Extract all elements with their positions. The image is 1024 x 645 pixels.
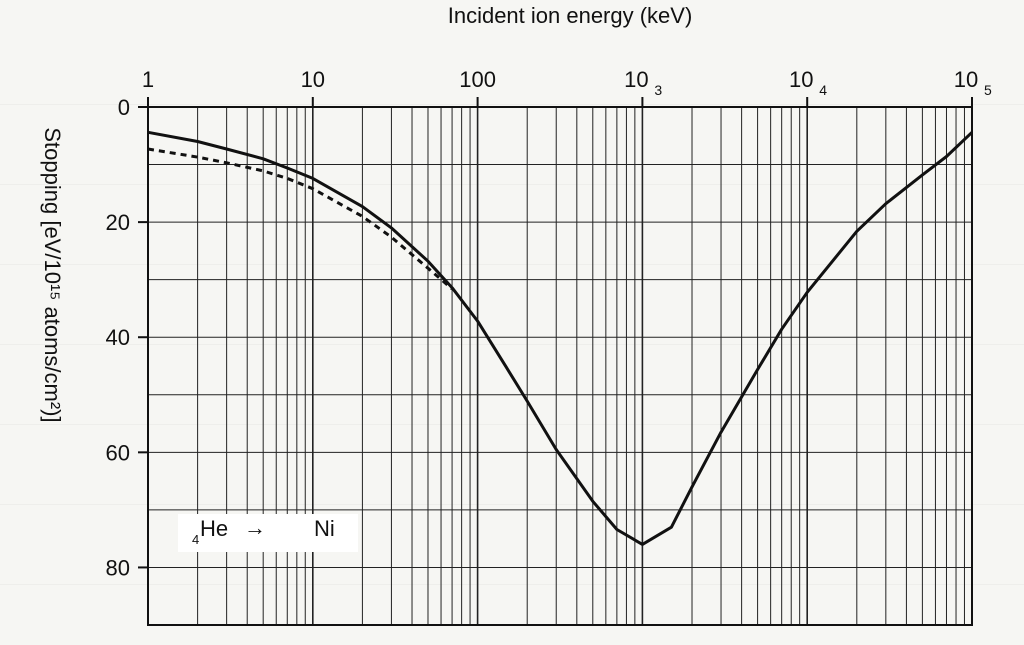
dashed-stopping-curve (147, 147, 454, 291)
y-tick-label: 80 (106, 555, 130, 580)
x-tick-label-text: 10 (789, 67, 813, 92)
y-tick-label: 60 (106, 440, 130, 465)
x-tick-label-exponent: 5 (984, 82, 992, 98)
x-tick-label-text: 10 (954, 67, 978, 92)
x-tick-label-exponent: 4 (819, 82, 827, 98)
y-tick-label-text: 0 (118, 95, 130, 120)
plot-frame (138, 97, 973, 626)
y-tick-label-text: 60 (106, 440, 130, 465)
y-tick-label-text: 80 (106, 555, 130, 580)
x-tick-label-text: 10 (624, 67, 648, 92)
x-tick-label: 10 4 (789, 67, 827, 98)
x-tick-label: 1 (142, 67, 154, 92)
x-tick-label: 100 (459, 67, 496, 92)
solid-stopping-curve (147, 130, 974, 546)
plot-border (147, 106, 973, 626)
annotation-background (178, 514, 358, 552)
x-tick-label-text: 1 (142, 67, 154, 92)
y-tick-label-text: 40 (106, 325, 130, 350)
x-axis-title: Incident ion energy (keV) (448, 3, 693, 28)
ion-label: He (200, 516, 228, 541)
x-tick-label: 10 3 (624, 67, 662, 98)
x-tick-label-text: 10 (301, 67, 325, 92)
y-tick-label: 20 (106, 210, 130, 235)
ion-mass-label: 4 (192, 532, 199, 547)
y-tick-label: 0 (118, 95, 130, 120)
x-tick-label: 10 (301, 67, 325, 92)
y-axis-title: Stopping [eV/10¹⁵ atoms/cm²)] (40, 127, 65, 422)
y-tick-label-text: 20 (106, 210, 130, 235)
tick-labels: 1 10 100 10 3 10 4 10 5 0 20 40 60 80 (106, 67, 992, 580)
annotation-arrow: → (244, 515, 266, 540)
series-group (147, 130, 974, 546)
y-tick-label: 40 (106, 325, 130, 350)
ion-target-annotation: 4 He → Ni (178, 514, 358, 552)
target-label: Ni (314, 516, 335, 541)
x-tick-label: 10 5 (954, 67, 992, 98)
x-tick-label-exponent: 3 (654, 82, 662, 98)
x-tick-label-text: 100 (459, 67, 496, 92)
